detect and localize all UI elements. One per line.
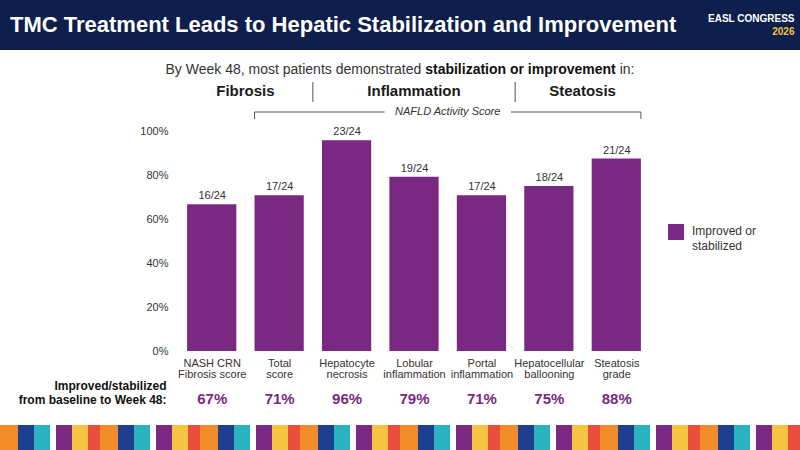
svg-text:18/24: 18/24: [536, 171, 564, 183]
svg-text:71%: 71%: [467, 390, 497, 407]
html-text:Improved or stabilized: Improved or stabilized: [692, 224, 756, 253]
svg-text:0%: 0%: [153, 345, 169, 357]
svg-text:80%: 80%: [146, 169, 168, 181]
svg-text:Hepatocellularballooning: Hepatocellularballooning: [514, 357, 585, 380]
svg-text:79%: 79%: [399, 390, 429, 407]
svg-text:75%: 75%: [534, 390, 564, 407]
svg-text:Steatosis: Steatosis: [549, 82, 616, 99]
svg-text:By Week 48, most patients demo: By Week 48, most patients demonstrated s…: [166, 61, 635, 77]
svg-text:Improved/stabilizedfrom baseli: Improved/stabilizedfrom baseline to Week…: [19, 379, 167, 407]
svg-text:Hepatocytenecrosis: Hepatocytenecrosis: [319, 357, 375, 380]
html-text:TMC Treatment Leads to Hepatic: TMC Treatment Leads to Hepatic Stabiliza…: [10, 12, 677, 37]
svg-text:17/24: 17/24: [468, 180, 496, 192]
svg-text:Portalinflammation: Portalinflammation: [451, 357, 513, 380]
svg-text:Fibrosis: Fibrosis: [216, 82, 274, 99]
svg-text:21/24: 21/24: [603, 144, 631, 156]
svg-text:NASH CRNFibrosis score: NASH CRNFibrosis score: [178, 357, 246, 380]
svg-text:16/24: 16/24: [198, 189, 226, 201]
svg-text:Totalscore: Totalscore: [266, 357, 293, 380]
svg-text:71%: 71%: [265, 390, 295, 407]
svg-text:100%: 100%: [140, 125, 168, 137]
svg-text:19/24: 19/24: [401, 162, 429, 174]
svg-text:NAFLD Activity Score: NAFLD Activity Score: [395, 105, 500, 117]
svg-text:Inflammation: Inflammation: [367, 82, 460, 99]
svg-text:Steatosisgrade: Steatosisgrade: [594, 357, 640, 380]
html-text:EASL CONGRESS: EASL CONGRESS: [708, 13, 795, 24]
svg-text:67%: 67%: [197, 390, 227, 407]
svg-text:17/24: 17/24: [266, 180, 294, 192]
svg-text:Lobularinflammation: Lobularinflammation: [383, 357, 445, 380]
svg-text:88%: 88%: [602, 390, 632, 407]
svg-text:60%: 60%: [146, 213, 168, 225]
svg-text:40%: 40%: [146, 257, 168, 269]
svg-text:23/24: 23/24: [333, 125, 361, 137]
svg-text:20%: 20%: [146, 301, 168, 313]
svg-text:96%: 96%: [332, 390, 362, 407]
html-text:2026: 2026: [772, 26, 795, 37]
